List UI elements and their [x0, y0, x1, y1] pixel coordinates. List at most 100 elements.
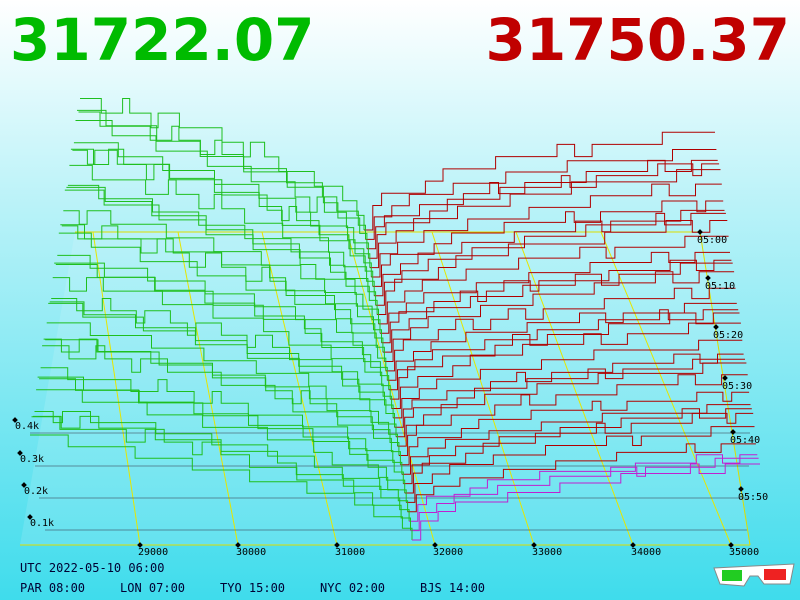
ask-depth-curve	[377, 220, 728, 315]
ask-depth-curve	[407, 443, 756, 513]
bid-depth-curve	[72, 149, 372, 277]
bid-depth-curve	[80, 98, 365, 230]
tick-marker	[531, 542, 537, 548]
tick-marker	[728, 542, 734, 548]
ask-depth-curve	[372, 200, 724, 287]
price-tick-label: 30000	[236, 547, 266, 558]
bid-depth-curve	[75, 120, 369, 259]
glasses-green-lens[interactable]	[722, 570, 742, 581]
bid-depth-curve	[54, 262, 390, 390]
tick-marker	[137, 542, 143, 548]
price-grid-line	[600, 231, 732, 546]
price-grid-line	[177, 231, 239, 546]
city-clock: NYC 02:00	[320, 581, 385, 595]
price-tick-label: 32000	[433, 547, 463, 558]
glasses-button[interactable]	[713, 563, 795, 587]
bid-depth-curve	[33, 415, 410, 522]
bid-depth-curve	[77, 109, 368, 249]
tick-marker	[27, 514, 33, 520]
ask-depth-curve	[391, 322, 741, 409]
ask-depth-curve	[390, 312, 740, 400]
floor-plane	[20, 232, 750, 545]
tick-marker	[705, 275, 711, 281]
ask-depth-curve	[400, 391, 750, 466]
tick-marker	[21, 482, 27, 488]
bid-depth-curve	[64, 189, 379, 324]
time-tick-label: 05:10	[705, 281, 735, 292]
time-tick-label: 05:00	[697, 235, 727, 246]
time-tick-label: 05:30	[722, 381, 752, 392]
bid-depth-curve	[34, 411, 409, 512]
ask-depth-curve	[364, 131, 715, 231]
tick-marker	[730, 429, 736, 435]
tick-marker	[722, 375, 728, 381]
glasses-red-lens[interactable]	[764, 569, 786, 580]
bid-depth-curve	[31, 416, 411, 531]
tick-marker	[697, 229, 703, 235]
price-tick-label: 31000	[335, 547, 365, 558]
ask-depth-curve	[380, 251, 730, 334]
bid-depth-curve	[58, 232, 385, 362]
ask-depth-curve	[382, 262, 733, 353]
ask-depth-curve	[397, 362, 747, 447]
ask-depth-curve	[378, 235, 729, 325]
bid-depth-curve	[42, 345, 401, 465]
bid-depth-curve	[67, 184, 377, 306]
ask-depth-curve	[385, 287, 736, 372]
bid-depth-curve	[60, 224, 384, 353]
bid-depth-curve	[63, 210, 381, 334]
price-tick-label: 34000	[631, 547, 661, 558]
ask-depth-curve	[375, 212, 726, 306]
time-tick-label: 05:40	[730, 435, 760, 446]
ask-depth-curve	[366, 159, 718, 250]
price-grid-line	[515, 231, 634, 546]
bid-depth-curve	[73, 142, 371, 268]
bid-depth-curve	[49, 301, 394, 418]
ask-price: 31750.37	[485, 6, 790, 74]
city-clock: PAR 08:00	[20, 581, 85, 595]
ask-depth-curve	[374, 209, 725, 297]
tick-marker	[432, 542, 438, 548]
ask-depth-curve	[369, 169, 721, 269]
ask-depth-curve	[403, 408, 752, 485]
ask-depth-curve	[412, 463, 760, 541]
depth-tick-label: 0.1k	[30, 518, 54, 529]
ask-depth-curve	[396, 358, 745, 438]
utc-time: UTC 2022-05-10 06:00	[20, 561, 165, 575]
floor	[20, 231, 751, 546]
price-tick-label: 33000	[532, 547, 562, 558]
price-tick-label: 35000	[729, 547, 759, 558]
ask-depth-curve	[398, 374, 748, 456]
tick-marker	[630, 542, 636, 548]
depth-curves	[30, 98, 760, 541]
ask-depth-curve	[394, 353, 744, 428]
bid-price: 31722.07	[10, 6, 315, 74]
bid-depth-curve	[52, 277, 391, 400]
bid-depth-curve	[46, 322, 397, 437]
depth-tick-label: 0.4k	[15, 421, 39, 432]
tick-marker	[738, 486, 744, 492]
city-clock: TYO 15:00	[220, 581, 285, 595]
price-grid-line	[346, 231, 436, 546]
depth-tick-label: 0.3k	[20, 454, 44, 465]
ask-depth-curve	[410, 457, 759, 532]
floor-edge	[699, 231, 751, 546]
price-tick-label: 29000	[138, 547, 168, 558]
time-tick-label: 05:50	[738, 492, 768, 503]
tick-marker	[17, 450, 23, 456]
bid-depth-curve	[43, 338, 400, 456]
ask-depth-curve	[404, 412, 754, 494]
ask-depth-curve	[393, 339, 743, 419]
price-grid-line	[92, 231, 141, 546]
bid-depth-curve	[66, 186, 378, 315]
ask-depth-curve	[368, 163, 720, 259]
tick-marker	[334, 542, 340, 548]
bid-depth-curve	[40, 367, 403, 475]
ask-depth-curve	[388, 309, 739, 391]
city-clock: LON 07:00	[120, 581, 185, 595]
ask-depth-curve	[406, 426, 755, 503]
bid-depth-curve	[48, 302, 395, 428]
ask-depth-curve	[384, 271, 735, 362]
